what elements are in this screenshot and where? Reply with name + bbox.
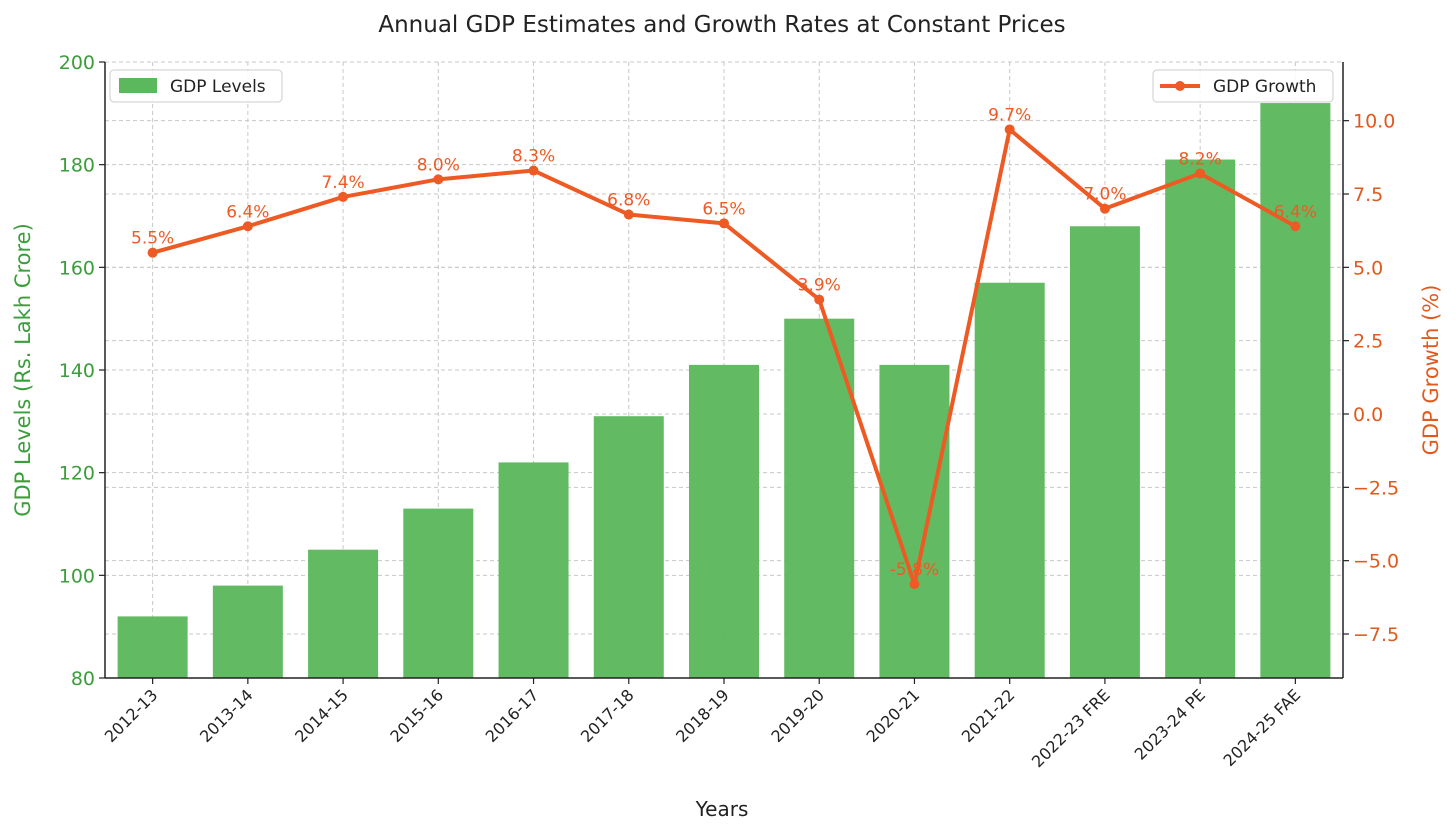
growth-data-label: 6.8%: [607, 191, 650, 211]
right-tick-label: 5.0: [1353, 257, 1383, 279]
growth-data-label: 3.9%: [798, 276, 841, 296]
growth-point: [147, 247, 158, 258]
legend-line-label: GDP Growth: [1213, 77, 1316, 97]
growth-data-label: 7.4%: [321, 173, 364, 193]
growth-data-label: 7.0%: [1083, 185, 1126, 205]
bar: [689, 364, 759, 678]
x-tick-label: 2016-17: [482, 685, 543, 746]
left-tick-label: 140: [59, 360, 95, 382]
legend-line-box: [1152, 69, 1334, 103]
right-tick-label: 2.5: [1353, 331, 1383, 353]
growth-point: [242, 221, 253, 232]
growth-point: [1290, 221, 1301, 232]
left-y-axis-label: GDP Levels (Rs. Lakh Crore): [11, 223, 35, 517]
right-tick-label: −7.5: [1353, 624, 1399, 646]
growth-data-label: 8.3%: [512, 147, 555, 167]
left-tick-label: 200: [59, 52, 95, 74]
x-tick-label: 2022-23 FRE: [1028, 685, 1114, 771]
x-tick-label: 2012-13: [101, 685, 162, 746]
legend-line-marker: [1175, 81, 1185, 91]
bars-layer: [117, 103, 1331, 679]
bar: [212, 585, 283, 678]
right-tick-label: 10.0: [1353, 111, 1395, 133]
x-tick-label: 2017-18: [577, 685, 638, 746]
x-tick-label: 2014-15: [291, 685, 352, 746]
growth-data-label: 6.4%: [1274, 202, 1317, 222]
growth-point: [909, 579, 920, 590]
x-tick-label: 2020-21: [863, 685, 924, 746]
right-y-axis-label: GDP Growth (%): [1419, 285, 1443, 456]
legend-bars-label: GDP Levels: [170, 77, 266, 97]
bar: [117, 616, 188, 678]
bar: [1260, 103, 1331, 679]
x-tick-label: 2018-19: [672, 685, 733, 746]
legend-bars-swatch: [119, 78, 157, 93]
growth-point: [338, 191, 349, 202]
growth-point: [1195, 168, 1206, 179]
growth-point: [1004, 124, 1015, 135]
x-tick-label: 2019-20: [767, 685, 828, 746]
growth-point: [528, 165, 539, 176]
growth-point: [623, 209, 634, 220]
left-tick-label: 100: [59, 565, 95, 587]
right-tick-label: 7.5: [1353, 184, 1383, 206]
legend-bars: GDP Levels: [109, 69, 283, 103]
x-tick-label: 2024-25 FAE: [1220, 685, 1305, 770]
bar: [1165, 159, 1236, 679]
growth-point: [814, 294, 825, 305]
bar: [784, 318, 855, 678]
growth-point: [433, 174, 444, 185]
growth-data-label: 8.0%: [417, 155, 460, 175]
bar: [308, 549, 379, 678]
bar: [403, 508, 474, 678]
bar: [593, 416, 664, 678]
x-tick-label: 2023-24 PE: [1131, 685, 1209, 763]
left-tick-label: 180: [59, 155, 95, 177]
right-tick-label: 0.0: [1353, 404, 1383, 426]
bar: [974, 282, 1045, 678]
x-tick-label: 2013-14: [196, 685, 257, 746]
growth-point: [1099, 203, 1110, 214]
growth-data-label: 9.7%: [988, 105, 1031, 125]
growth-point: [719, 218, 729, 229]
left-tick-label: 80: [71, 668, 95, 690]
x-axis-label: Years: [695, 797, 749, 821]
left-tick-label: 160: [59, 257, 95, 279]
growth-data-label: -5.8%: [890, 560, 939, 580]
bar: [498, 462, 569, 678]
right-tick-label: −5.0: [1353, 551, 1399, 573]
line-layer: 5.5% 6.4% 7.4% 8.0% 8.3% 6.8% 6.5% 3.9% -5.8% 9.7…: [131, 105, 1317, 590]
chart-title: Annual GDP Estimates and Growth Rates at…: [378, 12, 1065, 38]
legend-line: GDP Growth: [1152, 69, 1334, 103]
x-tick-label: 2021-22: [958, 685, 1019, 746]
x-tick-label: 2015-16: [386, 685, 447, 746]
growth-data-label: 8.2%: [1179, 149, 1222, 169]
growth-data-label: 5.5%: [131, 229, 174, 249]
bar: [879, 364, 950, 678]
growth-data-label: 6.5%: [702, 199, 745, 219]
left-tick-label: 120: [59, 463, 95, 485]
growth-data-label: 6.4%: [226, 202, 269, 222]
right-tick-label: −2.5: [1353, 477, 1399, 499]
bar: [1069, 226, 1140, 678]
